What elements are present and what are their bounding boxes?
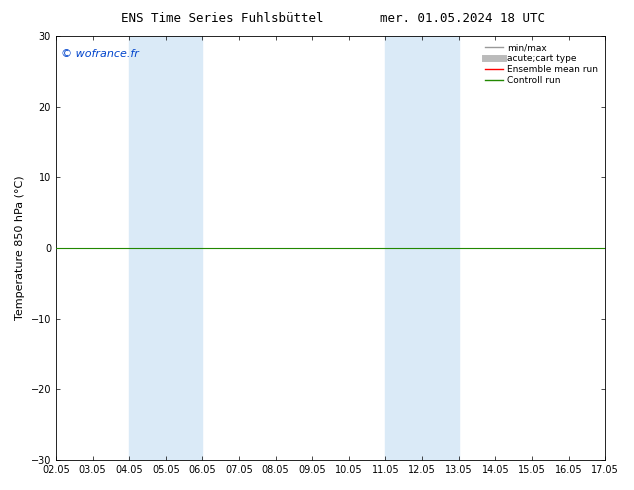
Text: ENS Time Series Fuhlsbüttel: ENS Time Series Fuhlsbüttel — [120, 12, 323, 25]
Text: © wofrance.fr: © wofrance.fr — [61, 49, 139, 59]
Text: mer. 01.05.2024 18 UTC: mer. 01.05.2024 18 UTC — [380, 12, 545, 25]
Y-axis label: Temperature 850 hPa (°C): Temperature 850 hPa (°C) — [15, 176, 25, 320]
Bar — [129, 36, 202, 460]
Bar — [385, 36, 458, 460]
Legend: min/max, acute;cart type, Ensemble mean run, Controll run: min/max, acute;cart type, Ensemble mean … — [482, 41, 600, 88]
